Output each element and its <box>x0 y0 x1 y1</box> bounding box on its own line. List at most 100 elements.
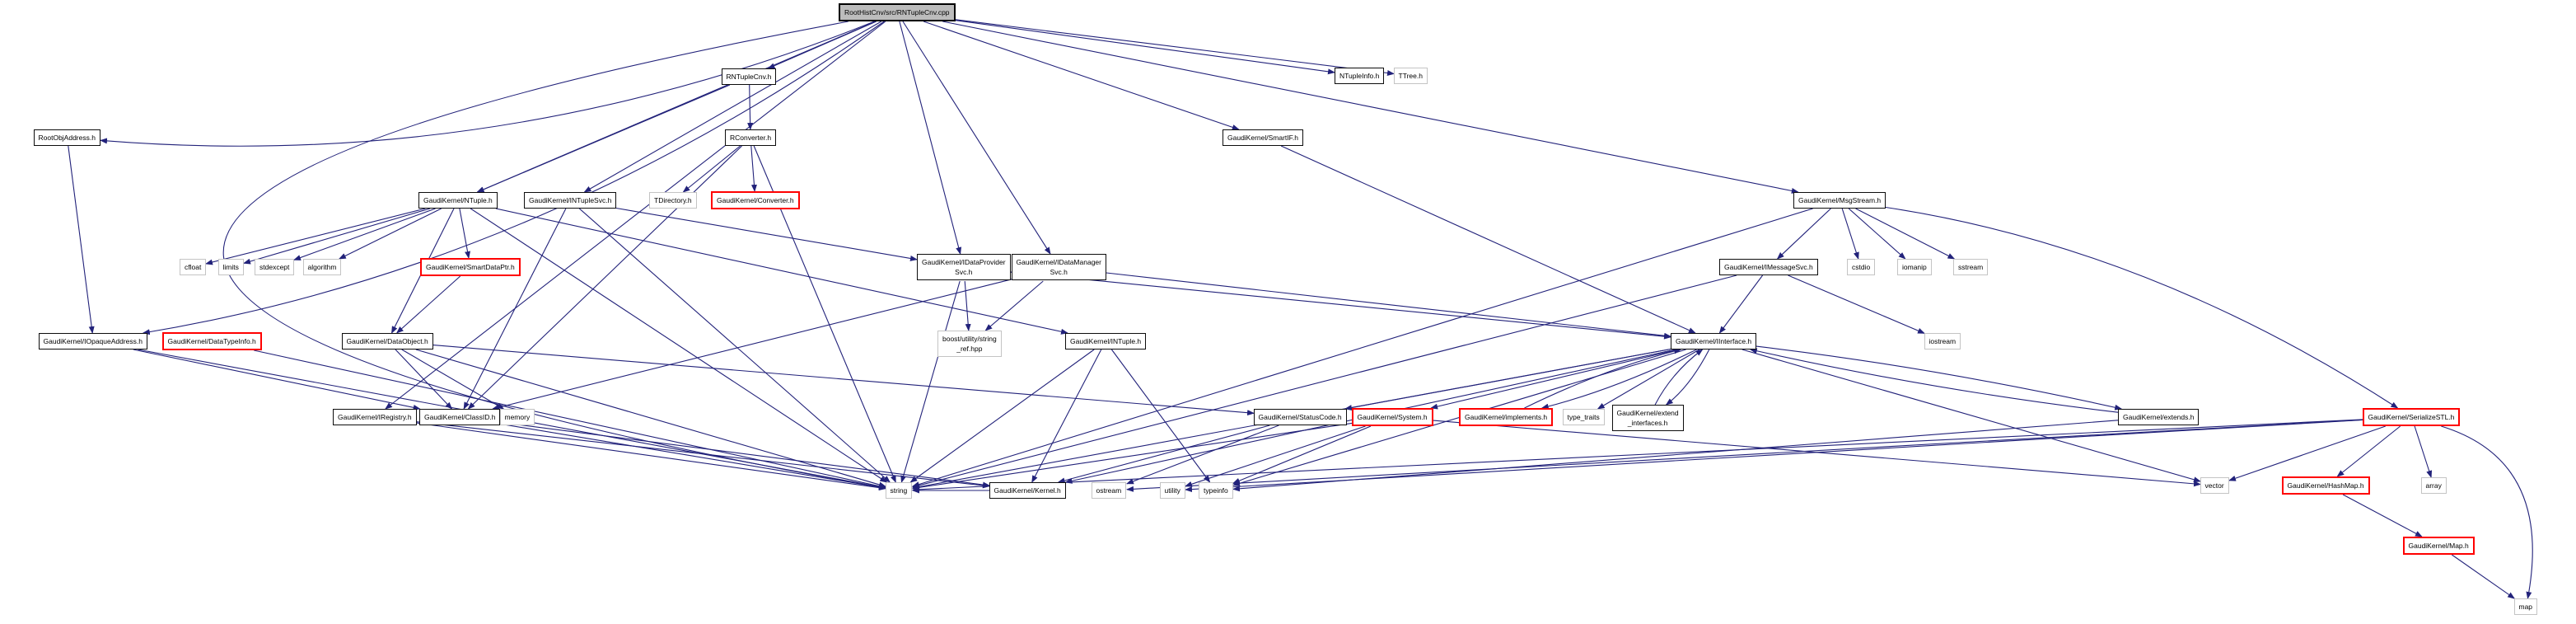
node-intuplesvc_h[interactable]: GaudiKernel/INTupleSvc.h <box>524 192 617 209</box>
edge-idataprovidersvc_h--boost_string_ref <box>964 280 971 331</box>
edge-root--idataprovidersvc_h <box>899 21 962 255</box>
node-ntuple_h[interactable]: GaudiKernel/NTuple.h <box>418 192 498 209</box>
node-imessagesvc_h[interactable]: GaudiKernel/IMessageSvc.h <box>1719 259 1818 276</box>
edge-rntuplecnv_h--ntuple_h <box>476 84 731 193</box>
node-iomanip: iomanip <box>1897 259 1932 276</box>
edge-intuple_h--typeinfo <box>1110 349 1211 483</box>
edge-intuplesvc_h--string <box>578 208 891 483</box>
node-extend_interfaces_h[interactable]: GaudiKernel/extend _interfaces.h <box>1611 404 1684 432</box>
edge-iinterface_h--implements_h <box>1540 349 1697 410</box>
node-msgstream_h[interactable]: GaudiKernel/MsgStream.h <box>1793 192 1886 209</box>
edge-serializestl_h--utility <box>1185 419 2363 493</box>
edge-imessagesvc_h--iinterface_h <box>1718 274 1764 334</box>
edge-system_h--string <box>912 422 1353 490</box>
edge-root--msgstream_h <box>942 21 1799 194</box>
node-system_h[interactable]: GaudiKernel/System.h <box>1351 408 1433 427</box>
node-vector: vector <box>2200 477 2229 495</box>
edge-statuscode_h--kernel_h <box>1057 425 1270 484</box>
edge-iinterface_h--extend_interfaces_h <box>1665 349 1710 406</box>
edge-root--idatamanagersvc_h <box>902 21 1051 255</box>
node-type_traits: type_traits <box>1562 409 1605 426</box>
edge-imessagesvc_h--iostream <box>1788 274 1925 334</box>
node-boost_string_ref: boost/utility/string _ref.hpp <box>937 330 1002 358</box>
edge-ntuple_h--string <box>470 208 888 483</box>
node-typeinfo: typeinfo <box>1199 482 1233 500</box>
edge-smartdataptr_h--dataobject_h <box>395 275 461 334</box>
edge-intuplesvc_h--classid_h <box>463 208 567 410</box>
edge-rconverter_h--converter_h <box>750 145 757 192</box>
edge-serializestl_h--array <box>2414 425 2433 478</box>
edge-idatamanagersvc_h--iinterface_h <box>1106 272 1671 339</box>
edge-serializestl_h--vector <box>2228 425 2386 481</box>
node-rntuplecnv_h[interactable]: RNTupleCnv.h <box>721 68 777 86</box>
edge-intuple_h--string <box>909 349 1095 483</box>
edge-root--iregistry_h <box>385 21 886 410</box>
edge-group <box>68 19 2533 599</box>
edge-smartif_h--iinterface_h <box>1280 145 1696 334</box>
edge-root--smartif_h <box>923 21 1240 130</box>
edge-ntuple_h--stdexcept <box>293 208 436 260</box>
node-cstdio: cstdio <box>1847 259 1876 276</box>
node-dataobject_h[interactable]: GaudiKernel/DataObject.h <box>341 333 433 350</box>
node-intuple_h[interactable]: GaudiKernel/INTuple.h <box>1065 333 1147 350</box>
node-map_h[interactable]: GaudiKernel/Map.h <box>2402 537 2475 556</box>
edge-classid_h--kernel_h <box>499 421 990 488</box>
edge-system_h--vector <box>1433 420 2201 487</box>
node-iinterface_h[interactable]: GaudiKernel/IInterface.h <box>1671 333 1757 350</box>
edge-serializestl_h--ostream <box>1126 419 2363 492</box>
node-iregistry_h[interactable]: GaudiKernel/IRegistry.h <box>333 409 417 426</box>
edge-msgstream_h--serializestl_h <box>1885 206 2399 409</box>
edge-root--ntuple_h <box>476 21 877 193</box>
edge-imessagesvc_h--string <box>912 274 1737 489</box>
node-map: map <box>2513 598 2538 616</box>
edge-msgstream_h--cstdio <box>1841 208 1859 260</box>
edge-dataobject_h--memory <box>401 349 505 410</box>
edge-intuplesvc_h--idataprovidersvc_h <box>615 207 918 261</box>
node-algorithm: algorithm <box>302 259 342 276</box>
node-serializestl_h[interactable]: GaudiKernel/SerializeSTL.h <box>2362 408 2461 427</box>
edge-rconverter_h--classid_h <box>467 145 742 410</box>
edge-rconverter_h--tdirectory_h <box>682 145 741 193</box>
node-smartdataptr_h[interactable]: GaudiKernel/SmartDataPtr.h <box>420 258 521 277</box>
node-iostream: iostream <box>1924 333 1961 350</box>
edge-iinterface_h--system_h <box>1430 349 1679 410</box>
edge-msgstream_h--imessagesvc_h <box>1776 208 1831 260</box>
edge-dataobject_h--classid_h <box>395 349 453 410</box>
node-datatypeinfo_h[interactable]: GaudiKernel/DataTypeInfo.h <box>161 332 262 351</box>
edge-idataprovidersvc_h--iinterface_h <box>1010 271 1671 340</box>
edge-extends_h--iinterface_h <box>1749 348 2119 413</box>
node-hashmap_h[interactable]: GaudiKernel/HashMap.h <box>2281 476 2370 495</box>
node-iopaqueaddress_h[interactable]: GaudiKernel/IOpaqueAddress.h <box>38 333 147 350</box>
node-rootobjaddress_h[interactable]: RootObjAddress.h <box>33 129 101 147</box>
edge-root--rntuplecnv_h <box>767 21 877 69</box>
edge-classid_h--string <box>499 423 886 490</box>
node-ttree_h: TTree.h <box>1393 68 1428 85</box>
node-sstream: sstream <box>1953 259 1989 276</box>
node-idatamanagersvc_h[interactable]: GaudiKernel/IDataManager Svc.h <box>1011 253 1106 281</box>
edge-ntuple_h--smartdataptr_h <box>459 208 470 259</box>
node-classid_h[interactable]: GaudiKernel/ClassID.h <box>419 409 501 426</box>
edge-statuscode_h--ostream <box>1126 425 1279 485</box>
node-tdirectory_h: TDirectory.h <box>649 192 697 209</box>
edge-iopaqueaddress_h--classid_h <box>133 349 421 411</box>
edge-serializestl_h--hashmap_h <box>2336 425 2401 477</box>
node-utility: utility <box>1159 482 1185 500</box>
edge-iinterface_h--statuscode_h <box>1344 348 1671 411</box>
node-statuscode_h[interactable]: GaudiKernel/StatusCode.h <box>1253 409 1347 426</box>
node-rconverter_h[interactable]: RConverter.h <box>725 129 777 147</box>
node-kernel_h[interactable]: GaudiKernel/Kernel.h <box>989 482 1066 500</box>
edge-rootobjaddress_h--iopaqueaddress_h <box>68 145 95 334</box>
node-implements_h[interactable]: GaudiKernel/implements.h <box>1459 408 1554 427</box>
node-stdexcept: stdexcept <box>255 259 295 276</box>
edge-system_h--typeinfo <box>1232 425 1372 484</box>
node-idataprovidersvc_h[interactable]: GaudiKernel/IDataProvider Svc.h <box>917 253 1011 281</box>
node-smartif_h[interactable]: GaudiKernel/SmartIF.h <box>1223 129 1303 147</box>
node-extends_h[interactable]: GaudiKernel/extends.h <box>2118 409 2200 426</box>
edge-idatamanagersvc_h--classid_h <box>492 279 1012 411</box>
edge-hashmap_h--map_h <box>2342 494 2423 537</box>
node-ntupleinfo_h[interactable]: NTupleInfo.h <box>1335 68 1385 85</box>
edge-msgstream_h--iomanip <box>1848 208 1906 260</box>
edge-root--ntupleinfo_h <box>955 20 1335 75</box>
node-converter_h[interactable]: GaudiKernel/Converter.h <box>711 191 800 210</box>
